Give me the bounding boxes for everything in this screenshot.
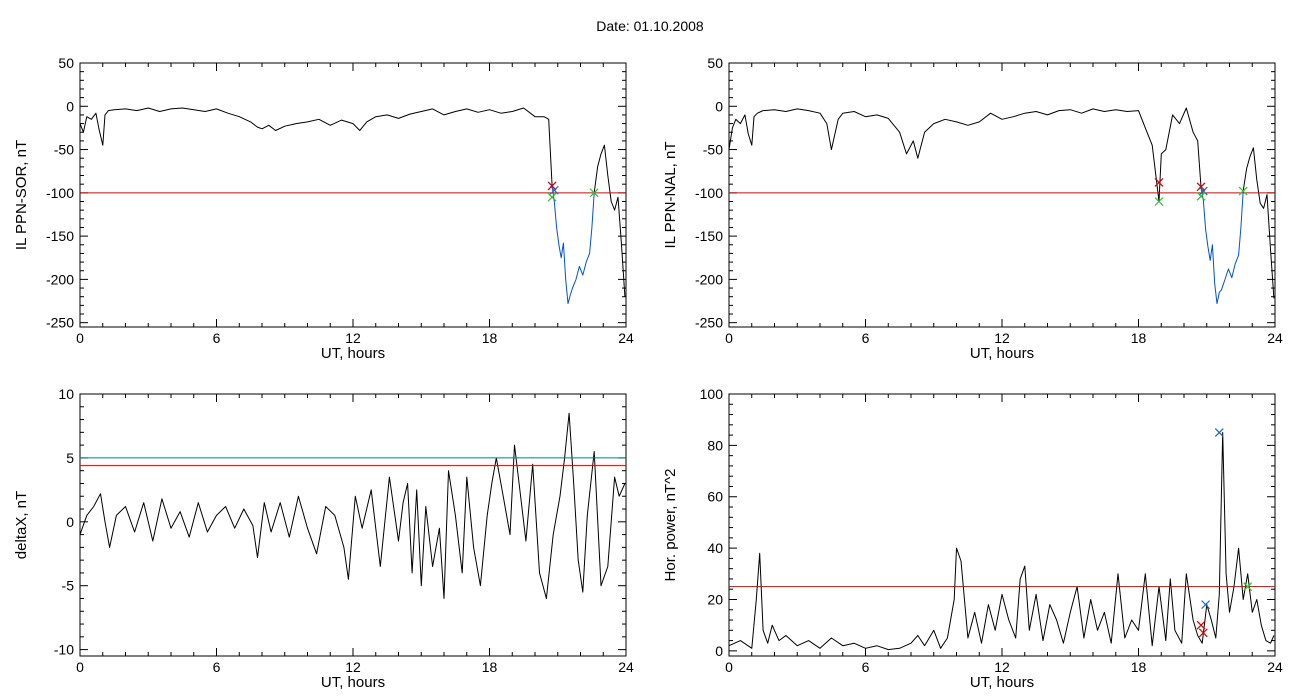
y-tick-label: 5 xyxy=(66,450,74,466)
figure-title: Date: 01.10.2008 xyxy=(596,18,704,34)
y-tick-label: -150 xyxy=(695,228,723,244)
series-line-1 xyxy=(551,185,595,305)
series-line-0 xyxy=(80,107,553,186)
marker-2 xyxy=(547,192,557,202)
x-tick-label: 24 xyxy=(1267,330,1283,346)
x-tick-label: 18 xyxy=(1131,659,1147,675)
marker-1 xyxy=(1198,628,1208,638)
y-tick-label: 40 xyxy=(707,540,723,556)
x-tick-label: 0 xyxy=(76,330,84,346)
y-tick-label: 0 xyxy=(66,514,74,530)
plot-area xyxy=(729,428,1275,651)
x-tick-label: 12 xyxy=(345,330,361,346)
y-tick-label: 60 xyxy=(707,489,723,505)
marker-3 xyxy=(1214,428,1224,437)
y-axis-label: IL PPN-NAL, nT xyxy=(662,142,679,249)
y-axis-label: deltaX, nT xyxy=(13,491,30,559)
x-tick-label: 18 xyxy=(482,659,498,675)
y-tick-label: -100 xyxy=(695,185,723,201)
marker-0 xyxy=(1196,620,1206,630)
marker-4 xyxy=(1196,191,1206,201)
series-line-2 xyxy=(593,144,626,297)
series-line-1 xyxy=(1200,188,1244,305)
y-tick-label: -50 xyxy=(703,142,723,158)
y-axis-label: IL PPN-SOR, nT xyxy=(13,140,30,250)
x-tick-label: 24 xyxy=(618,330,634,346)
series-line-0 xyxy=(729,432,1275,651)
y-tick-label: -10 xyxy=(54,642,74,658)
x-tick-label: 18 xyxy=(482,330,498,346)
x-tick-label: 0 xyxy=(725,330,733,346)
x-tick-label: 6 xyxy=(213,659,221,675)
x-tick-label: 24 xyxy=(1267,659,1283,675)
x-tick-label: 6 xyxy=(213,330,221,346)
marker-0 xyxy=(547,181,557,191)
y-tick-label: -100 xyxy=(46,185,74,201)
y-tick-label: -50 xyxy=(54,142,74,158)
marker-3 xyxy=(589,188,599,198)
series-line-2 xyxy=(1242,147,1275,299)
plot-frame xyxy=(79,62,627,328)
marker-3 xyxy=(1198,186,1208,196)
marker-1 xyxy=(549,185,559,195)
plot-area xyxy=(80,107,626,305)
y-tick-label: 50 xyxy=(58,55,74,71)
x-axis-label: UT, hours xyxy=(970,345,1034,362)
y-tick-label: 10 xyxy=(58,386,74,402)
x-axis-label: UT, hours xyxy=(970,674,1034,691)
x-tick-label: 12 xyxy=(345,659,361,675)
y-tick-label: -250 xyxy=(695,315,723,331)
marker-4 xyxy=(1243,582,1253,592)
chart-nal: 0 6 12 18 24 -250 -200 -150 -100 -50 0 50 UT, hours I… xyxy=(662,55,1283,362)
x-tick-label: 12 xyxy=(994,659,1010,675)
plot-frame xyxy=(728,62,1276,328)
x-tick-label: 0 xyxy=(725,659,733,675)
y-tick-label: 0 xyxy=(66,98,74,114)
chart-power: 0 6 12 18 24 0 20 40 60 80 100 UT, hours Hor. power,… xyxy=(662,386,1283,691)
series-line-0 xyxy=(80,412,626,599)
series-line-0 xyxy=(729,107,1202,202)
y-tick-label: -200 xyxy=(46,271,74,287)
plot-area xyxy=(729,107,1275,305)
marker-2 xyxy=(1201,600,1211,610)
x-axis-label: UT, hours xyxy=(321,674,385,691)
y-tick-label: 0 xyxy=(715,98,723,114)
chart-sor: 0 6 12 18 24 -250 -200 -150 -100 -50 0 50 UT, hours I… xyxy=(13,55,634,362)
x-tick-label: 6 xyxy=(862,659,870,675)
y-tick-label: -5 xyxy=(62,578,75,594)
y-tick-label: 100 xyxy=(700,386,724,402)
y-tick-label: -200 xyxy=(695,271,723,287)
chart-deltax: 0 6 12 18 24 -10 -5 0 5 10 UT, hours deltaX, nT xyxy=(13,386,634,691)
y-tick-label: 80 xyxy=(707,437,723,453)
x-axis-label: UT, hours xyxy=(321,345,385,362)
marker-0 xyxy=(1154,178,1164,187)
marker-2 xyxy=(1196,182,1206,192)
marker-5 xyxy=(1238,186,1248,196)
x-tick-label: 0 xyxy=(76,659,84,675)
marker-1 xyxy=(1154,197,1164,206)
x-tick-label: 18 xyxy=(1131,330,1147,346)
y-tick-label: -150 xyxy=(46,228,74,244)
y-tick-label: 50 xyxy=(707,55,723,71)
y-tick-label: -250 xyxy=(46,315,74,331)
x-tick-label: 24 xyxy=(618,659,634,675)
y-tick-label: 20 xyxy=(707,591,723,607)
x-tick-label: 6 xyxy=(862,330,870,346)
plot-area xyxy=(80,412,626,599)
x-tick-label: 12 xyxy=(994,330,1010,346)
y-tick-label: 0 xyxy=(715,643,723,659)
y-axis-label: Hor. power, nT^2 xyxy=(662,469,679,582)
